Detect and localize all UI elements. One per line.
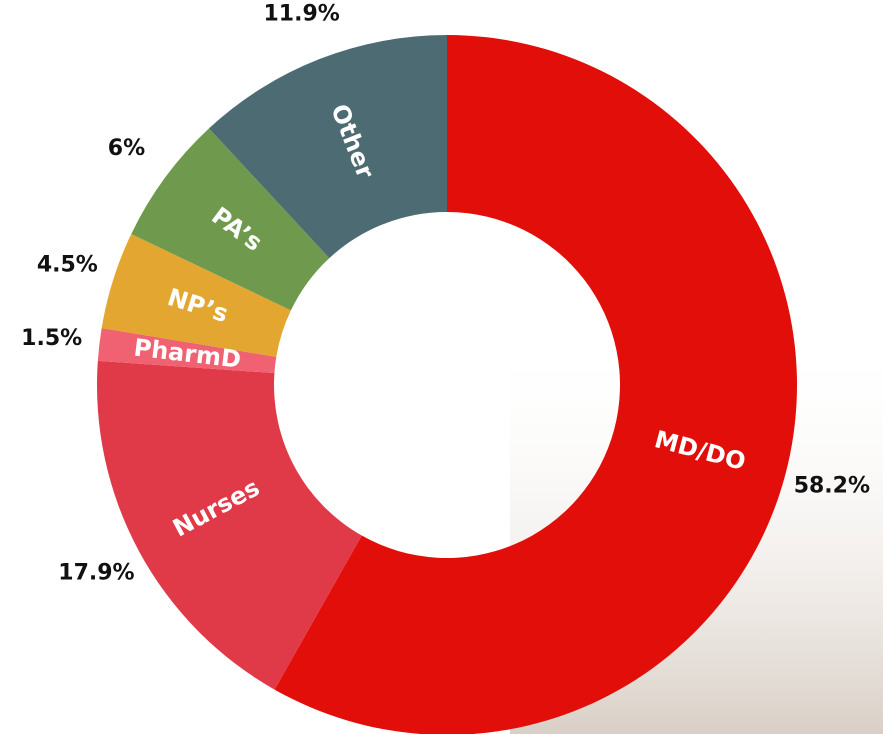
value-label: 11.9% [263,1,339,26]
chart: 58.2%MD/DO17.9%Nurses1.5%PharmD4.5%NP’s6… [0,0,883,734]
value-label: 4.5% [37,253,98,278]
value-label: 58.2% [794,473,870,498]
value-label: 17.9% [58,560,134,585]
value-label: 1.5% [21,326,82,351]
value-label: 6% [108,136,145,161]
